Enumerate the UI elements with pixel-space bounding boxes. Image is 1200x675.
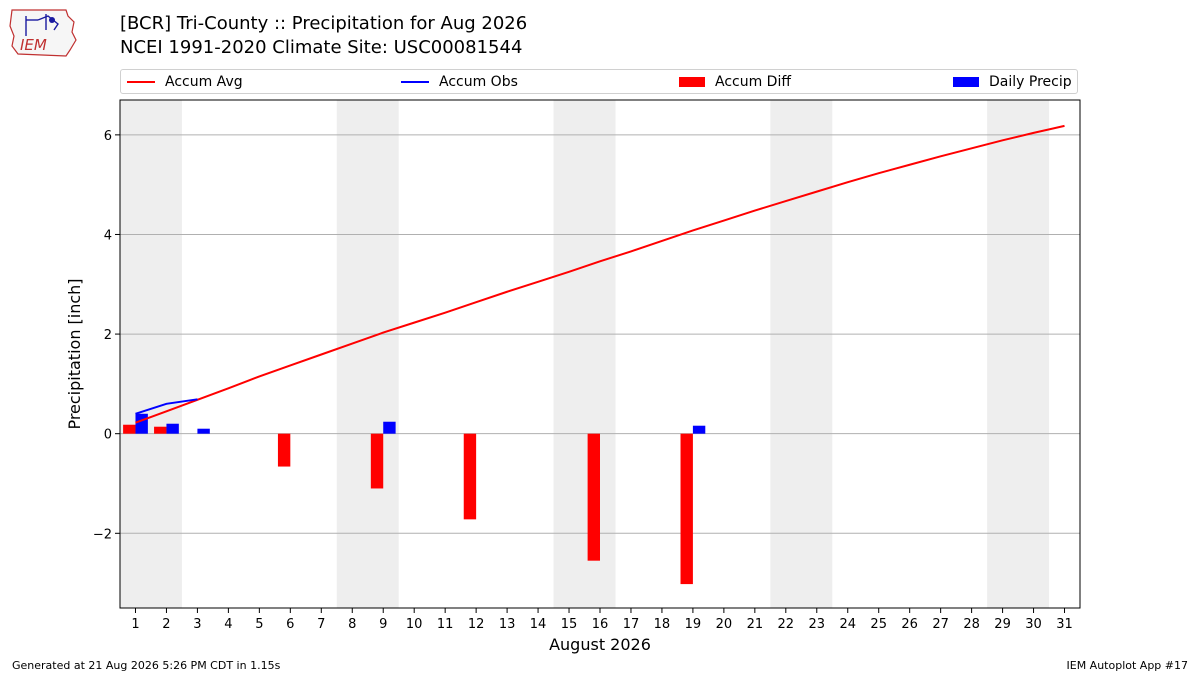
x-axis-label: August 2026 xyxy=(549,635,651,654)
accum-obs-line xyxy=(135,398,198,415)
weekend-shade-1 xyxy=(336,100,399,608)
legend-swatch-accum-obs xyxy=(401,81,429,83)
x-tick-label-25: 25 xyxy=(870,617,887,632)
chart-title: [BCR] Tri-County :: Precipitation for Au… xyxy=(120,13,528,34)
accum-diff-bar-day-12 xyxy=(463,433,477,520)
daily-precip-bar-day-9 xyxy=(383,421,396,434)
x-tick-label-23: 23 xyxy=(809,617,826,632)
x-tick-label-24: 24 xyxy=(839,617,856,632)
y-tick-label--2: −2 xyxy=(93,527,112,542)
legend-swatch-accum-avg xyxy=(127,81,155,83)
x-tick-label-27: 27 xyxy=(932,617,949,632)
weekend-shade-3 xyxy=(770,100,833,608)
daily-precip-bar-day-1 xyxy=(135,413,148,434)
x-tick-label-3: 3 xyxy=(193,617,201,632)
x-tick-label-9: 9 xyxy=(379,617,387,632)
x-tick-label-31: 31 xyxy=(1056,617,1073,632)
x-tick-label-29: 29 xyxy=(994,617,1011,632)
accum-avg-line xyxy=(135,124,1065,424)
x-tick-label-14: 14 xyxy=(530,617,547,632)
legend-swatch-accum-diff xyxy=(679,77,705,87)
weekend-shade-0 xyxy=(120,100,182,608)
x-tick-label-17: 17 xyxy=(623,617,640,632)
accum-diff-bar-day-6 xyxy=(277,433,291,467)
x-tick-label-30: 30 xyxy=(1025,617,1042,632)
daily-precip-bar-day-2 xyxy=(166,423,179,434)
x-tick-label-8: 8 xyxy=(348,617,356,632)
x-tick-label-4: 4 xyxy=(224,617,232,632)
legend-item-accum-diff: Accum Diff xyxy=(679,74,791,90)
x-tick-label-22: 22 xyxy=(778,617,795,632)
daily-precip-bar-day-3 xyxy=(197,428,210,434)
iem-logo: IEM xyxy=(9,9,77,57)
x-tick-label-26: 26 xyxy=(901,617,918,632)
x-tick-label-11: 11 xyxy=(437,617,454,632)
x-tick-label-13: 13 xyxy=(499,617,516,632)
legend-label-accum-obs: Accum Obs xyxy=(439,74,518,90)
legend-label-accum-diff: Accum Diff xyxy=(715,74,792,90)
chart-subtitle: NCEI 1991-2020 Climate Site: USC00081544 xyxy=(120,37,523,58)
x-tick-label-7: 7 xyxy=(317,617,325,632)
x-tick-label-21: 21 xyxy=(747,617,764,632)
x-tick-label-5: 5 xyxy=(255,617,263,632)
x-tick-label-12: 12 xyxy=(468,617,485,632)
x-tick-label-10: 10 xyxy=(406,617,423,632)
legend: Accum Avg Accum Obs Accum Diff Daily Pre… xyxy=(120,69,1078,94)
x-tick-label-16: 16 xyxy=(592,617,609,632)
legend-label-accum-avg: Accum Avg xyxy=(165,74,243,90)
daily-precip-bar-day-19 xyxy=(692,425,706,434)
generated-timestamp: Generated at 21 Aug 2026 5:26 PM CDT in … xyxy=(12,659,281,672)
x-tick-label-6: 6 xyxy=(286,617,294,632)
y-tick-label-4: 4 xyxy=(104,228,112,243)
weekend-shade-4 xyxy=(987,100,1050,608)
accum-diff-bar-day-2 xyxy=(154,426,167,434)
weekend-shade-2 xyxy=(553,100,616,608)
x-tick-label-2: 2 xyxy=(162,617,170,632)
legend-item-daily-precip: Daily Precip xyxy=(953,74,1072,90)
x-tick-label-28: 28 xyxy=(963,617,980,632)
y-tick-label-6: 6 xyxy=(104,129,112,144)
legend-item-accum-avg: Accum Avg xyxy=(127,74,243,90)
x-tick-label-18: 18 xyxy=(654,617,671,632)
x-tick-label-19: 19 xyxy=(685,617,702,632)
x-tick-label-1: 1 xyxy=(131,617,139,632)
app-credit: IEM Autoplot App #17 xyxy=(1066,659,1189,672)
accum-diff-bar-day-1 xyxy=(123,424,136,434)
legend-item-accum-obs: Accum Obs xyxy=(401,74,518,90)
y-axis-label: Precipitation [inch] xyxy=(65,278,84,429)
accum-diff-bar-day-19 xyxy=(680,433,693,585)
accum-diff-bar-day-16 xyxy=(587,433,600,561)
x-tick-label-20: 20 xyxy=(716,617,733,632)
legend-label-daily-precip: Daily Precip xyxy=(989,74,1072,90)
y-tick-label-0: 0 xyxy=(104,428,112,443)
x-tick-label-15: 15 xyxy=(561,617,578,632)
accum-diff-bar-day-9 xyxy=(370,433,384,489)
iem-logo-text: IEM xyxy=(20,36,47,54)
legend-swatch-daily-precip xyxy=(953,77,979,87)
y-tick-label-2: 2 xyxy=(104,328,112,343)
